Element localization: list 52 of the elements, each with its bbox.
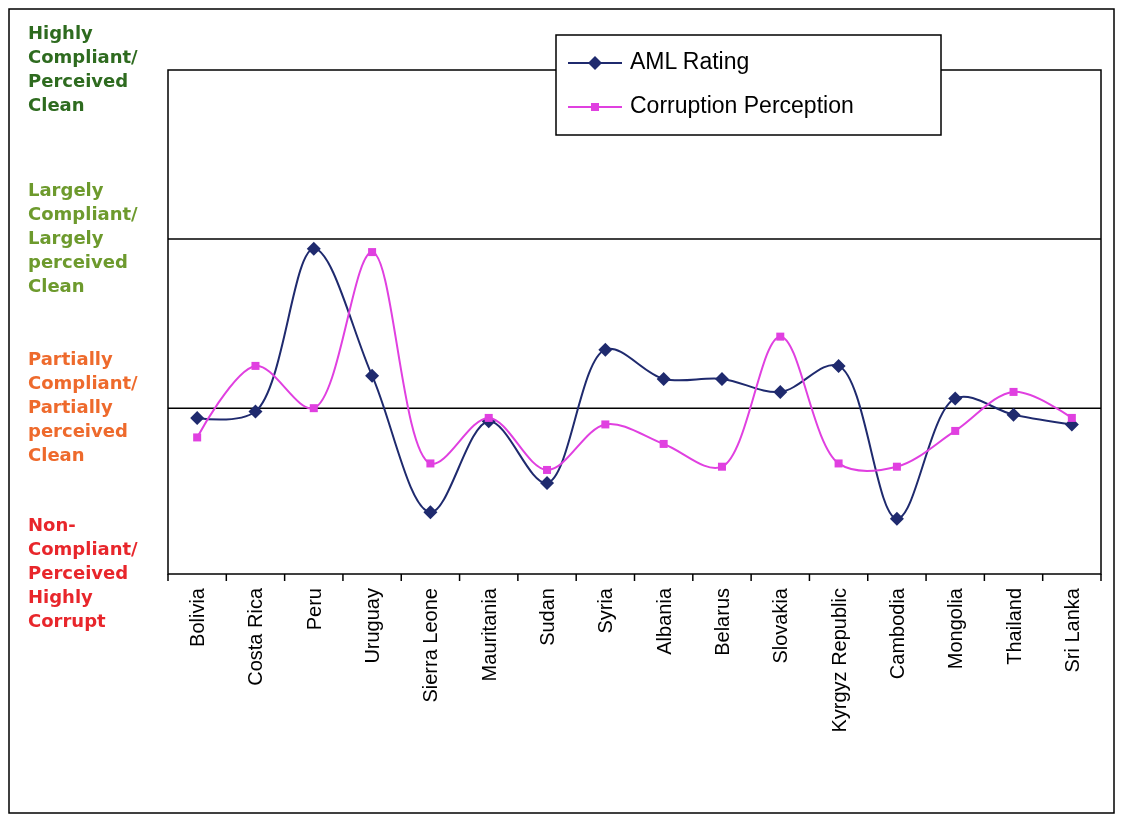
point <box>656 371 671 386</box>
point <box>1009 387 1018 396</box>
x-tick-label: Sudan <box>536 588 559 646</box>
x-tick-label: Costa Rica <box>244 587 267 686</box>
point <box>423 505 438 520</box>
point <box>831 358 846 373</box>
x-tick-label: Mauritania <box>477 587 500 682</box>
x-tick-label: Bolivia <box>186 587 209 647</box>
point <box>1067 413 1076 422</box>
legend-label: AML Rating <box>630 48 750 75</box>
x-tick-label: Mongolia <box>944 587 967 670</box>
point <box>426 459 435 468</box>
x-tick-label: Belarus <box>710 588 733 656</box>
text: Non-Compliant/Perceived Highly Corrupt <box>28 514 139 631</box>
point <box>484 413 493 422</box>
x-tick-label: Syria <box>594 587 617 634</box>
point <box>717 462 726 471</box>
point <box>540 475 555 490</box>
text: Highly Compliant/Perceived Clean <box>28 22 139 115</box>
point <box>948 391 963 406</box>
x-tick-label: Kyrgyz Republic <box>827 588 850 733</box>
point <box>834 459 843 468</box>
x-tick-label: Sri Lanka <box>1060 587 1083 673</box>
x-tick-label: Uruguay <box>361 588 384 664</box>
x-tick-label: Thailand <box>1002 588 1025 665</box>
x-tick-label: Albania <box>652 587 675 655</box>
point <box>193 433 202 442</box>
point <box>248 404 263 419</box>
point <box>309 404 318 413</box>
point <box>251 361 260 370</box>
x-tick-label: Cambodia <box>885 587 908 680</box>
point <box>1006 407 1021 422</box>
x-tick-label: Sierra Leone <box>419 588 442 703</box>
point <box>951 426 960 435</box>
point <box>543 465 552 474</box>
point <box>889 511 904 526</box>
point <box>365 368 380 383</box>
point <box>598 342 613 357</box>
point <box>306 241 321 256</box>
point <box>190 410 205 425</box>
point <box>368 248 377 257</box>
legend-label: Corruption Perception <box>630 92 854 119</box>
point <box>776 332 785 341</box>
point <box>601 420 610 429</box>
x-tick-label: Slovakia <box>769 587 792 664</box>
point <box>659 439 668 448</box>
point <box>773 384 788 399</box>
point <box>714 371 729 386</box>
point <box>892 462 901 471</box>
x-tick-label: Peru <box>302 588 325 631</box>
ref-line-label: Largely Compliant/Largely perceived Clean <box>28 179 139 297</box>
ref-line-label: Partially Compliant/Partially perceived Clean <box>28 348 139 466</box>
